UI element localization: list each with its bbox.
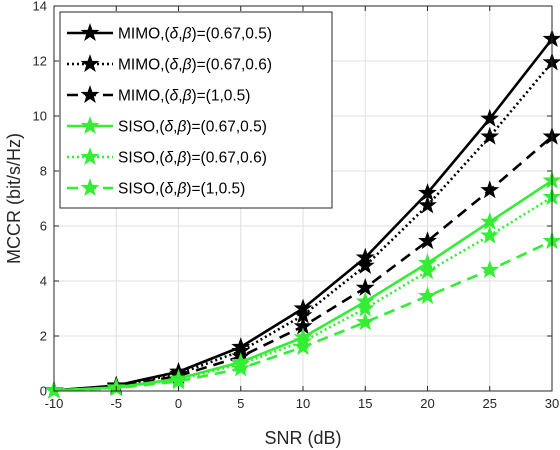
x-tick-label: 25 — [483, 396, 497, 411]
data-point-star — [169, 371, 188, 390]
legend-entry[interactable]: SISO,(δ,β)=(0.67,0.6) — [67, 147, 267, 167]
series-lines — [44, 29, 560, 399]
legend-entry[interactable]: MIMO,(δ,β)=(0.67,0.6) — [67, 54, 272, 74]
legend-label: MIMO,(δ,β)=(0.67,0.5) — [118, 26, 272, 43]
axis-ticks: -10 -5 0 5 10 15 20 25 30 0 2 4 6 8 10 12 14 — [33, 0, 560, 411]
x-tick-label: 20 — [420, 396, 434, 411]
legend-label: SISO,(δ,β)=(1,0.5) — [118, 181, 245, 198]
legend-entry[interactable]: SISO,(δ,β)=(1,0.5) — [67, 178, 245, 198]
y-axis-title: MCCR (bit/s/Hz) — [4, 133, 24, 264]
y-tick-label: 0 — [40, 384, 47, 399]
data-point-star — [480, 108, 500, 127]
y-tick-label: 8 — [40, 164, 47, 179]
data-point-star — [418, 261, 437, 280]
x-tick-label: 0 — [175, 396, 182, 411]
data-point-star — [355, 277, 375, 296]
legend[interactable]: MIMO,(δ,β)=(0.67,0.5) MIMO,(δ,β)=(0.67,0.… — [59, 11, 333, 209]
data-point-star — [418, 286, 437, 305]
y-tick-label: 12 — [33, 54, 47, 69]
legend-label: SISO,(δ,β)=(0.67,0.5) — [118, 119, 267, 136]
x-axis-title: SNR (dB) — [264, 428, 341, 448]
legend-label: MIMO,(δ,β)=(1,0.5) — [118, 88, 250, 105]
legend-label: SISO,(δ,β)=(0.67,0.6) — [118, 150, 267, 167]
legend-box — [59, 11, 333, 209]
legend-entry[interactable]: MIMO,(δ,β)=(1,0.5) — [67, 85, 250, 105]
data-point-star — [418, 231, 437, 250]
data-point-star — [480, 126, 500, 145]
x-tick-label: -10 — [45, 396, 64, 411]
legend-marker-star — [80, 116, 100, 135]
data-point-star — [480, 180, 500, 199]
x-tick-label: 10 — [296, 396, 310, 411]
data-point-star — [480, 211, 500, 230]
x-tick-label: 5 — [237, 396, 244, 411]
x-tick-label: 15 — [358, 396, 372, 411]
legend-marker-star — [80, 85, 100, 104]
legend-marker-star — [80, 178, 100, 197]
y-tick-label: 2 — [40, 329, 47, 344]
data-point-star — [355, 255, 375, 274]
legend-marker-star — [80, 54, 100, 73]
y-tick-label: 4 — [40, 274, 47, 289]
x-tick-label: 30 — [545, 396, 559, 411]
data-point-star — [418, 195, 437, 214]
legend-label: MIMO,(δ,β)=(0.67,0.6) — [118, 57, 272, 74]
data-point-star — [355, 312, 375, 331]
y-tick-label: 6 — [40, 219, 47, 234]
legend-entries: MIMO,(δ,β)=(0.67,0.5) MIMO,(δ,β)=(0.67,0.… — [67, 23, 272, 198]
legend-entry[interactable]: SISO,(δ,β)=(0.67,0.5) — [67, 116, 267, 136]
legend-entry[interactable]: MIMO,(δ,β)=(0.67,0.5) — [67, 23, 272, 43]
x-tick-label: -5 — [110, 396, 122, 411]
data-point-star — [480, 225, 500, 244]
y-tick-label: 10 — [33, 109, 47, 124]
y-tick-label: 14 — [33, 0, 47, 14]
legend-marker-star — [80, 23, 100, 42]
data-point-star — [480, 260, 500, 279]
legend-marker-star — [80, 147, 100, 166]
data-point-star — [355, 298, 375, 317]
data-point-star — [293, 337, 313, 356]
data-point-star — [231, 358, 251, 377]
